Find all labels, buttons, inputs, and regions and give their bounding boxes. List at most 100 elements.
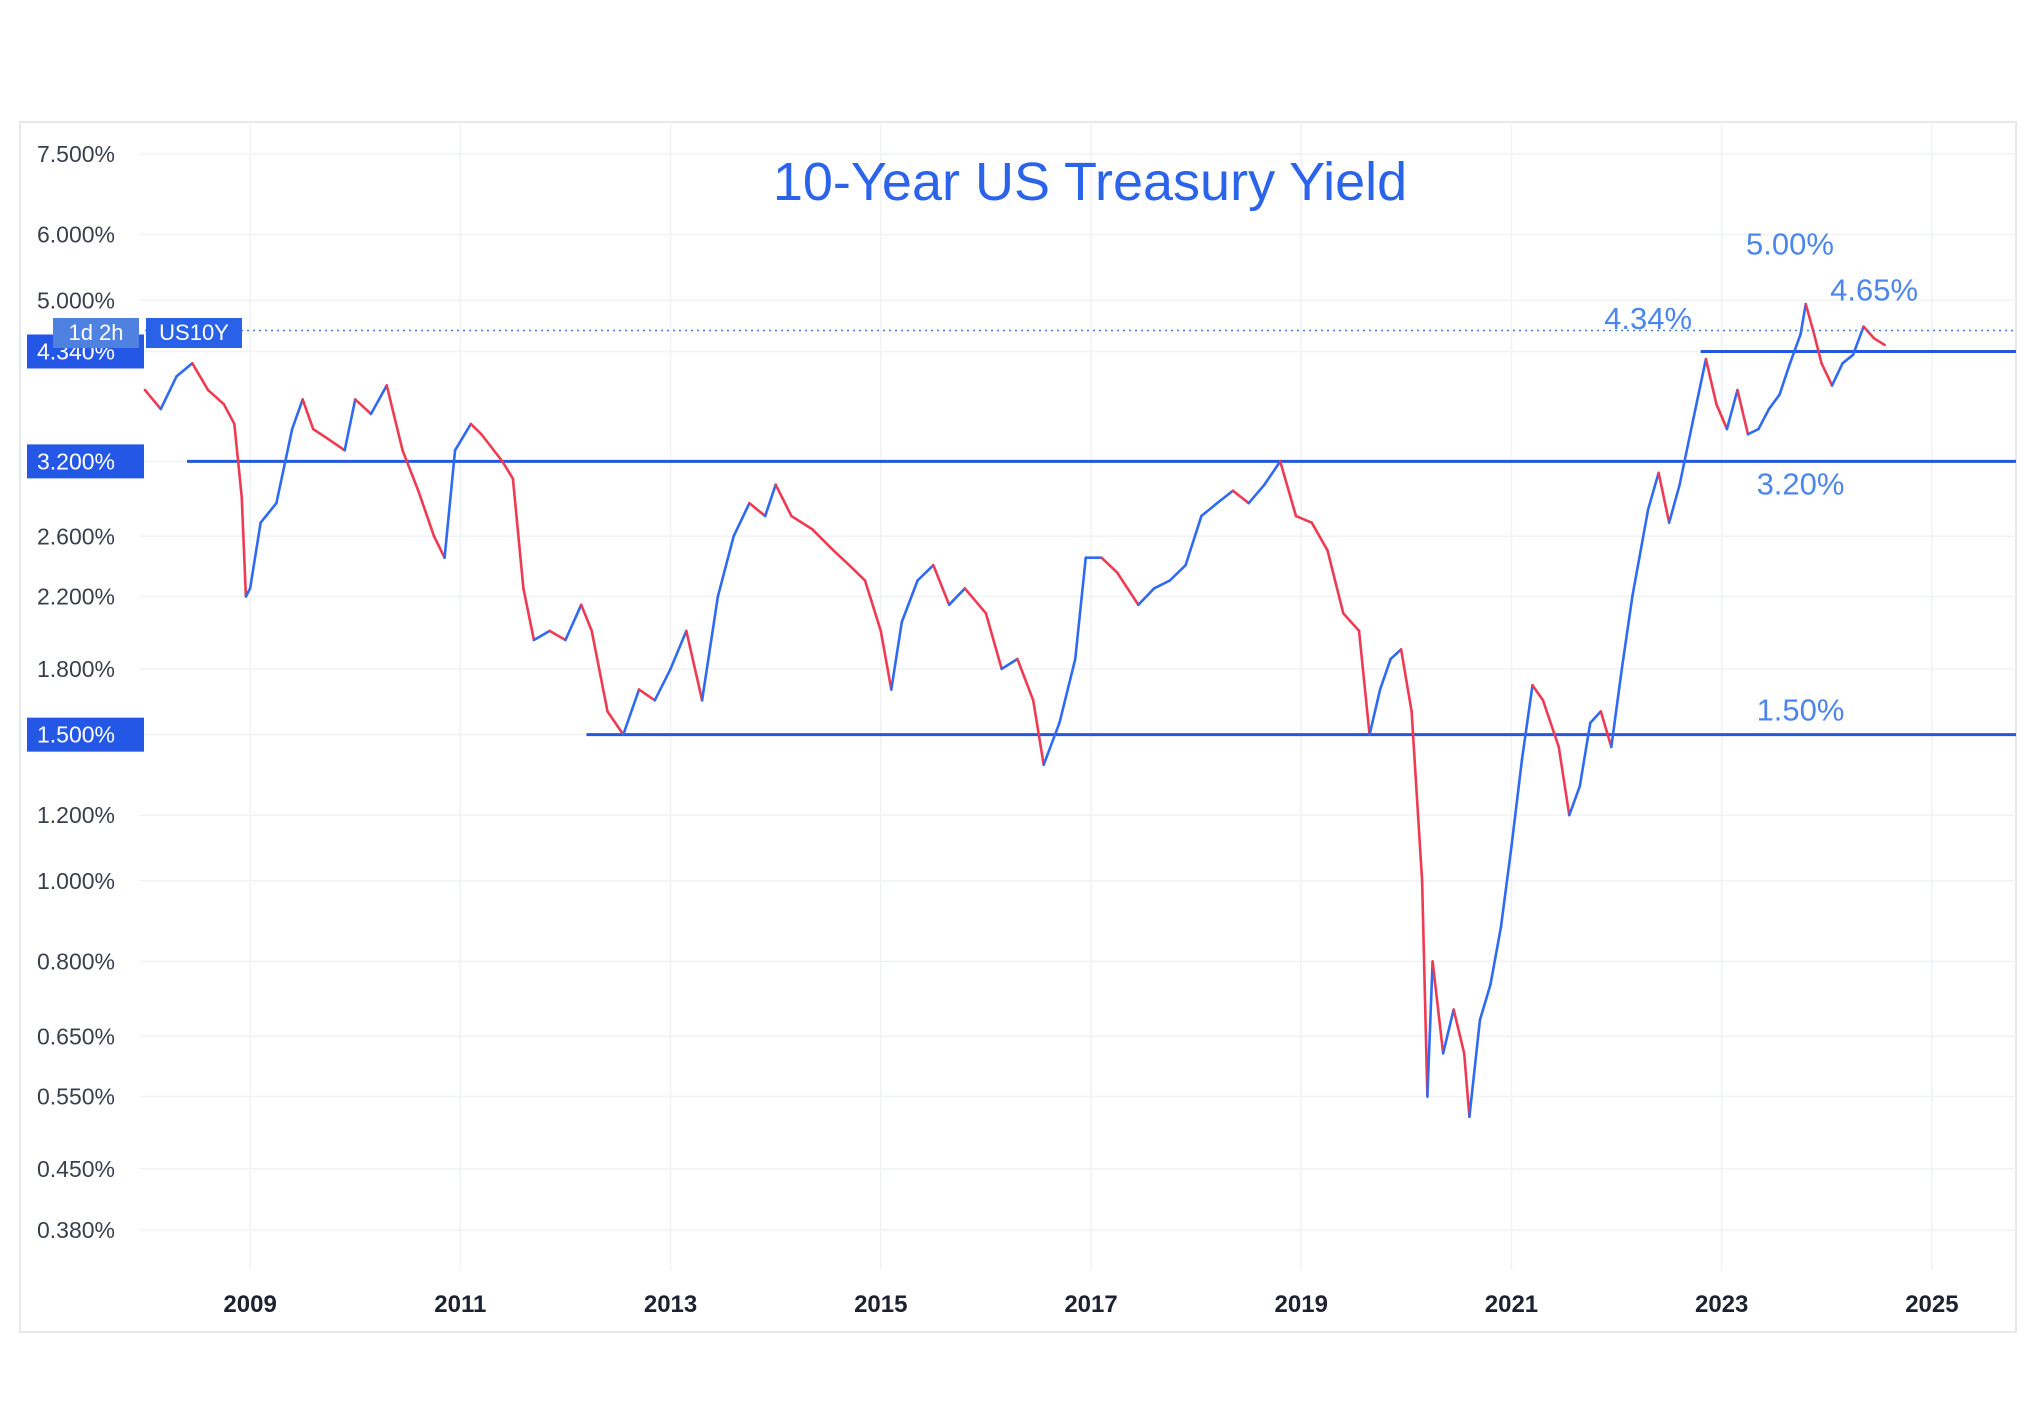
series-segment xyxy=(1757,407,1771,431)
symbol-label: US10Y xyxy=(159,320,229,345)
y-badge-label: 3.200% xyxy=(37,448,115,474)
x-axis: 2009 2011 2013 2015 2017 2019 2021 2023 2025 xyxy=(223,1291,1958,1318)
series-segment xyxy=(879,629,893,691)
series-segment xyxy=(1704,357,1718,406)
series-segment xyxy=(1631,508,1650,598)
series-segment xyxy=(353,398,373,416)
y-tick-label: 1.800% xyxy=(37,656,115,682)
series-segment xyxy=(1310,521,1329,552)
y-tick-label: 6.000% xyxy=(37,222,115,248)
y-tick-label: 7.500% xyxy=(37,141,115,167)
series-segment xyxy=(343,398,357,452)
series-segment xyxy=(1489,925,1503,986)
series-segment xyxy=(1100,556,1119,575)
series-group xyxy=(143,302,1886,1119)
annotation-label: 3.20% xyxy=(1757,466,1845,501)
y-badge-label: 1.500% xyxy=(37,722,115,748)
series-segment xyxy=(511,477,525,590)
x-tick-label: 2021 xyxy=(1485,1291,1538,1318)
series-segment xyxy=(1667,483,1681,524)
series-segment xyxy=(1567,784,1582,817)
series-segment xyxy=(1420,879,1429,1098)
series-segment xyxy=(1215,489,1235,505)
series-segment xyxy=(932,563,951,607)
series-segment xyxy=(385,384,404,452)
series-segment xyxy=(275,427,294,505)
series-segment xyxy=(1830,362,1844,387)
series-segment xyxy=(501,460,515,481)
series-segment xyxy=(748,501,767,518)
series-segment xyxy=(1410,710,1424,883)
series-segment xyxy=(143,388,163,411)
y-tick-label: 5.000% xyxy=(37,287,115,313)
series-segment xyxy=(1200,501,1219,518)
series-segment xyxy=(1520,684,1534,761)
series-segment xyxy=(1073,556,1088,661)
series-segment xyxy=(774,483,793,518)
series-segment xyxy=(1426,960,1434,1098)
series-segment xyxy=(1799,302,1808,336)
series-segment xyxy=(1115,571,1140,607)
x-tick-label: 2019 xyxy=(1275,1291,1328,1318)
series-segment xyxy=(443,448,457,560)
x-tick-label: 2025 xyxy=(1905,1291,1958,1318)
series-segment xyxy=(327,438,347,452)
series-segment xyxy=(401,448,420,493)
series-segment xyxy=(175,362,194,378)
series-segment xyxy=(222,402,236,426)
series-segment xyxy=(1804,302,1816,336)
series-segment xyxy=(1431,960,1445,1055)
series-segment xyxy=(1137,587,1156,607)
annotation-label: 1.50% xyxy=(1757,693,1845,728)
series-segment xyxy=(590,629,609,713)
y-tick-label: 0.380% xyxy=(37,1217,115,1243)
annotation-label: 4.65% xyxy=(1830,272,1918,307)
series-segment xyxy=(1531,684,1545,702)
series-segment xyxy=(1578,721,1592,788)
series-segment xyxy=(1610,667,1624,749)
symbol-badge xyxy=(146,318,242,348)
series-segment xyxy=(1168,563,1187,582)
series-segment xyxy=(621,688,641,736)
series-segment xyxy=(1378,657,1392,691)
series-segment xyxy=(1599,710,1613,749)
series-segment xyxy=(1184,514,1203,567)
series-segment xyxy=(1746,427,1760,436)
series-segment xyxy=(653,667,672,702)
series-segment xyxy=(669,629,688,671)
y-tick-label: 0.450% xyxy=(37,1156,115,1182)
series-segment xyxy=(1058,657,1077,725)
series-segment xyxy=(1478,983,1492,1022)
series-segment xyxy=(1541,698,1561,749)
series-segment xyxy=(1788,333,1802,365)
series-segment xyxy=(369,384,389,416)
y-axis: 7.500% 6.000% 5.000% 2.600% 2.200% 1.800% 1.20… xyxy=(37,141,115,1243)
series-segment xyxy=(1294,514,1314,524)
timeframe-label: 1d 2h xyxy=(68,320,123,345)
series-segment xyxy=(811,528,835,552)
series-segment xyxy=(900,579,919,624)
series-segment xyxy=(480,432,504,463)
series-segment xyxy=(1715,402,1729,431)
timeframe-badge xyxy=(53,318,139,348)
series-segment xyxy=(947,587,967,607)
series-segment xyxy=(1820,362,1834,387)
series-segment xyxy=(159,375,178,411)
series-segment xyxy=(889,620,904,691)
series-segment xyxy=(606,710,625,736)
series-segment xyxy=(206,388,226,406)
series-segment xyxy=(1646,471,1660,511)
series-segment xyxy=(290,398,304,431)
series-segment xyxy=(732,501,751,538)
series-segment xyxy=(1812,333,1823,365)
x-tick-label: 2011 xyxy=(434,1291,486,1318)
annotation-label: 4.34% xyxy=(1604,301,1692,336)
series-segment xyxy=(1510,758,1524,848)
y-tick-label: 0.800% xyxy=(37,948,115,974)
series-segment xyxy=(233,422,244,499)
x-tick-label: 2013 xyxy=(644,1291,697,1318)
y-tick-label: 1.200% xyxy=(37,802,115,828)
